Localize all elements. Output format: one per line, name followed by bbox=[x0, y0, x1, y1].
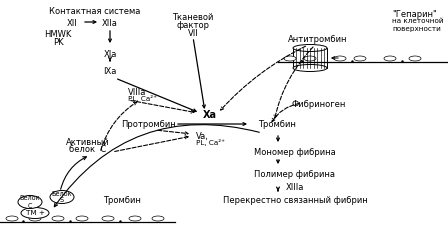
Text: Полимер фибрина: Полимер фибрина bbox=[254, 170, 336, 179]
Ellipse shape bbox=[52, 216, 64, 221]
Text: IXa: IXa bbox=[103, 67, 116, 76]
Ellipse shape bbox=[384, 56, 396, 61]
Ellipse shape bbox=[6, 216, 18, 221]
Text: Перекрестно связанный фибрин: Перекрестно связанный фибрин bbox=[223, 196, 367, 205]
Text: Xa: Xa bbox=[203, 110, 217, 120]
Text: VII: VII bbox=[188, 29, 198, 38]
Text: PL, Ca²⁺: PL, Ca²⁺ bbox=[128, 95, 157, 102]
Ellipse shape bbox=[102, 216, 114, 221]
Text: VIIIa: VIIIa bbox=[128, 88, 146, 97]
Text: Тромбин: Тромбин bbox=[103, 196, 141, 205]
Text: Фибриноген: Фибриноген bbox=[292, 100, 346, 109]
Ellipse shape bbox=[129, 216, 141, 221]
Text: Активный: Активный bbox=[66, 138, 110, 147]
Ellipse shape bbox=[21, 208, 49, 219]
Text: XIIa: XIIa bbox=[102, 19, 118, 28]
Text: Тканевой: Тканевой bbox=[172, 13, 214, 22]
Text: HMWK: HMWK bbox=[44, 30, 72, 39]
Ellipse shape bbox=[293, 64, 327, 71]
Text: ТМ +: ТМ + bbox=[26, 210, 44, 216]
Text: Антитромбин: Антитромбин bbox=[288, 35, 348, 44]
Text: Контактная система: Контактная система bbox=[49, 7, 141, 16]
Text: PL, Ca²⁺: PL, Ca²⁺ bbox=[196, 139, 225, 146]
Text: PK: PK bbox=[53, 38, 63, 47]
Text: XII: XII bbox=[67, 19, 78, 28]
Text: Мономер фибрина: Мономер фибрина bbox=[254, 148, 336, 157]
Text: XIa: XIa bbox=[103, 50, 116, 59]
Ellipse shape bbox=[152, 216, 164, 221]
Ellipse shape bbox=[50, 191, 74, 204]
Text: XIIIa: XIIIa bbox=[286, 183, 304, 192]
Text: фактор: фактор bbox=[177, 21, 210, 30]
Text: "Гепарин": "Гепарин" bbox=[392, 10, 437, 19]
Ellipse shape bbox=[29, 216, 41, 221]
Text: на клеточной: на клеточной bbox=[392, 18, 444, 24]
Ellipse shape bbox=[293, 44, 327, 51]
Ellipse shape bbox=[18, 196, 42, 208]
Ellipse shape bbox=[76, 216, 88, 221]
Text: Белок
S: Белок S bbox=[52, 191, 72, 204]
Ellipse shape bbox=[409, 56, 421, 61]
Ellipse shape bbox=[284, 56, 296, 61]
Text: Va,: Va, bbox=[196, 132, 209, 141]
Text: белок  C: белок C bbox=[69, 145, 107, 154]
Bar bbox=[293, 48, 327, 68]
Ellipse shape bbox=[334, 56, 346, 61]
Text: Белок
С: Белок С bbox=[20, 196, 40, 208]
Ellipse shape bbox=[304, 56, 316, 61]
Text: Протромбин: Протромбин bbox=[121, 120, 175, 129]
Ellipse shape bbox=[354, 56, 366, 61]
Text: поверхности: поверхности bbox=[392, 26, 441, 32]
Text: Тромбин: Тромбин bbox=[258, 120, 296, 129]
